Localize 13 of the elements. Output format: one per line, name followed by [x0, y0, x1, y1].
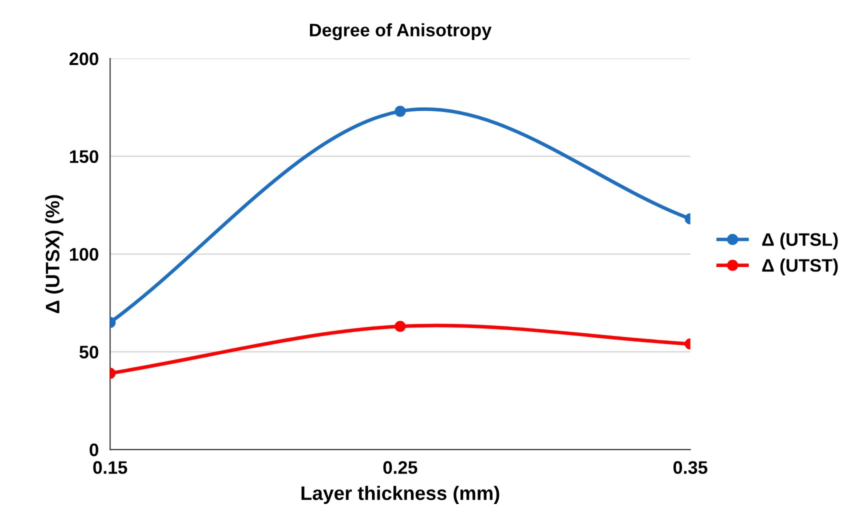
y-tick-label: 150 — [70, 150, 98, 163]
y-tick-label: 0 — [90, 443, 98, 456]
y-axis-title: Δ (UTSX) (%) — [45, 195, 64, 314]
y-tick-label: 100 — [70, 248, 98, 261]
chart-title: Degree of Anisotropy — [310, 23, 492, 40]
x-tick-label: 0.25 — [383, 461, 418, 474]
x-tick-label: 0.15 — [93, 461, 128, 474]
y-tick-label: 50 — [79, 346, 98, 359]
x-axis-title: Layer thickness (mm) — [302, 486, 500, 504]
x-tick-label: 0.35 — [673, 461, 708, 474]
y-tick-label: 200 — [70, 52, 98, 66]
legend-label: Δ (UTSL) — [762, 232, 838, 250]
legend-label: Δ (UTST) — [762, 258, 838, 276]
